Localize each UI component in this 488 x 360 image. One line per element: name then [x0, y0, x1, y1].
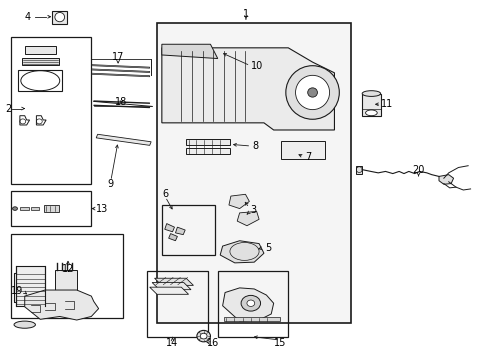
Ellipse shape — [241, 296, 260, 311]
Polygon shape — [25, 290, 99, 320]
Bar — [25, 46, 56, 54]
Text: 12: 12 — [61, 264, 74, 274]
Ellipse shape — [13, 207, 18, 210]
Polygon shape — [149, 287, 188, 294]
Bar — [281, 141, 324, 159]
Polygon shape — [162, 48, 334, 130]
Polygon shape — [222, 288, 273, 321]
Text: 8: 8 — [252, 141, 258, 151]
Text: 4: 4 — [24, 12, 30, 22]
Bar — [224, 317, 280, 321]
Bar — [186, 139, 229, 145]
Text: 13: 13 — [96, 203, 108, 213]
Ellipse shape — [246, 300, 254, 306]
Bar — [11, 37, 91, 184]
Text: 7: 7 — [305, 152, 311, 162]
Bar — [147, 271, 207, 337]
Bar — [186, 148, 229, 154]
Text: 20: 20 — [411, 165, 424, 175]
Polygon shape — [438, 175, 453, 184]
Polygon shape — [94, 105, 149, 108]
Polygon shape — [220, 241, 264, 263]
Polygon shape — [164, 224, 174, 232]
Polygon shape — [91, 69, 149, 72]
Bar — [16, 266, 45, 306]
Polygon shape — [175, 227, 185, 235]
Ellipse shape — [55, 13, 64, 22]
Bar — [11, 234, 122, 318]
Polygon shape — [94, 101, 149, 104]
Text: 1: 1 — [243, 9, 248, 19]
Polygon shape — [154, 278, 193, 285]
Text: 18: 18 — [115, 97, 127, 107]
Ellipse shape — [200, 333, 206, 339]
Bar — [22, 58, 59, 65]
Text: 16: 16 — [207, 338, 219, 348]
Polygon shape — [228, 194, 249, 208]
Polygon shape — [356, 166, 362, 174]
Polygon shape — [96, 134, 151, 145]
Text: 5: 5 — [264, 243, 270, 253]
Polygon shape — [152, 283, 191, 290]
Polygon shape — [91, 73, 149, 77]
Ellipse shape — [295, 75, 329, 110]
Ellipse shape — [14, 321, 35, 328]
Text: 6: 6 — [162, 189, 168, 199]
Bar — [217, 271, 287, 337]
Ellipse shape — [197, 330, 210, 342]
Text: 9: 9 — [107, 179, 114, 189]
Text: 17: 17 — [112, 52, 124, 62]
Bar — [55, 270, 77, 301]
Ellipse shape — [285, 66, 339, 119]
Text: 2: 2 — [5, 104, 12, 113]
Text: 14: 14 — [166, 338, 178, 348]
Text: 19: 19 — [11, 287, 23, 296]
Polygon shape — [168, 234, 177, 241]
Bar — [30, 207, 39, 210]
Bar — [11, 191, 91, 226]
Polygon shape — [162, 44, 217, 59]
Bar — [52, 11, 67, 23]
Text: 10: 10 — [250, 61, 262, 71]
Ellipse shape — [365, 110, 376, 116]
Bar — [157, 23, 351, 323]
Bar — [162, 205, 215, 255]
Polygon shape — [91, 64, 149, 68]
Ellipse shape — [307, 88, 317, 97]
Ellipse shape — [362, 91, 380, 96]
Bar — [44, 205, 59, 212]
Bar — [362, 94, 380, 116]
Text: 11: 11 — [380, 99, 392, 109]
Text: 3: 3 — [250, 205, 256, 215]
Bar — [19, 70, 62, 91]
Polygon shape — [237, 211, 259, 226]
Bar — [20, 207, 29, 210]
Text: 15: 15 — [273, 338, 285, 348]
